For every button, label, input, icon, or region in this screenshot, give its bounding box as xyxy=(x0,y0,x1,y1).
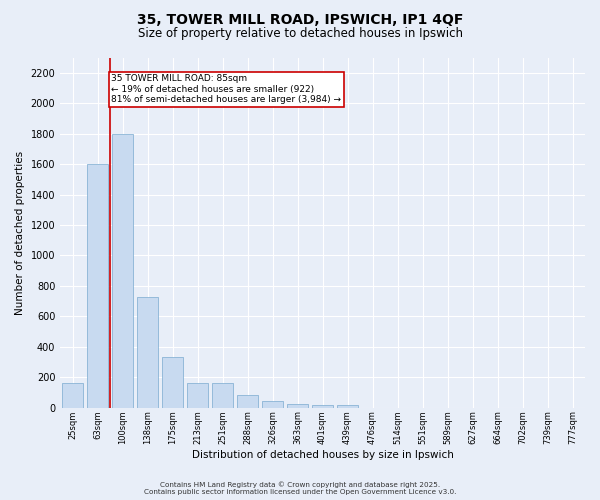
Bar xyxy=(62,382,83,407)
Bar xyxy=(187,384,208,407)
Text: Contains HM Land Registry data © Crown copyright and database right 2025.
Contai: Contains HM Land Registry data © Crown c… xyxy=(144,482,456,495)
Bar xyxy=(137,296,158,408)
Bar xyxy=(87,164,108,408)
X-axis label: Distribution of detached houses by size in Ipswich: Distribution of detached houses by size … xyxy=(191,450,454,460)
Bar xyxy=(312,406,333,407)
Y-axis label: Number of detached properties: Number of detached properties xyxy=(15,150,25,314)
Bar xyxy=(237,396,258,407)
Text: 35, TOWER MILL ROAD, IPSWICH, IP1 4QF: 35, TOWER MILL ROAD, IPSWICH, IP1 4QF xyxy=(137,12,463,26)
Bar xyxy=(287,404,308,407)
Text: Size of property relative to detached houses in Ipswich: Size of property relative to detached ho… xyxy=(137,28,463,40)
Bar xyxy=(262,401,283,407)
Bar xyxy=(112,134,133,407)
Bar xyxy=(212,384,233,407)
Bar xyxy=(337,406,358,407)
Bar xyxy=(162,358,183,408)
Text: 35 TOWER MILL ROAD: 85sqm
← 19% of detached houses are smaller (922)
81% of semi: 35 TOWER MILL ROAD: 85sqm ← 19% of detac… xyxy=(112,74,341,104)
